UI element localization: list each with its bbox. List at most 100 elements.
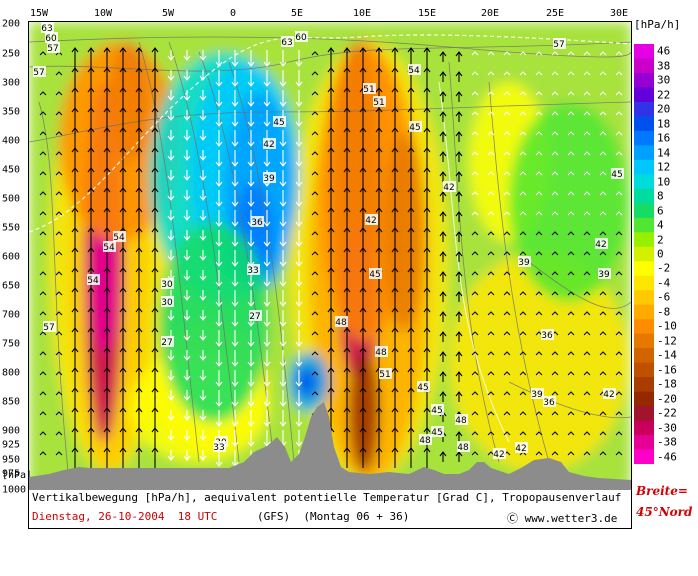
upward-motion-arrow: [407, 367, 415, 388]
weak-motion-marker: [39, 451, 47, 456]
svg-text:45: 45: [273, 118, 284, 128]
downward-motion-arrow: [167, 430, 175, 441]
upward-motion-arrow: [151, 47, 159, 68]
upward-motion-arrow: [407, 307, 415, 328]
weak-motion-marker: [311, 231, 319, 236]
weak-motion-marker: [551, 131, 559, 136]
downward-motion-arrow: [279, 270, 287, 287]
weak-motion-marker: [615, 271, 623, 276]
upward-motion-arrow: [375, 207, 383, 228]
x-tick-label: 15W: [29, 8, 49, 19]
downward-motion-arrow: [295, 70, 303, 87]
colorbar-swatch: [634, 58, 654, 74]
downward-motion-arrow: [231, 90, 239, 107]
upward-motion-arrow: [135, 407, 143, 428]
weak-motion-marker: [599, 131, 607, 136]
upward-motion-arrow: [359, 47, 367, 68]
upward-motion-arrow: [375, 227, 383, 248]
upward-motion-arrow: [439, 131, 447, 142]
contour-label: 30: [161, 278, 174, 290]
upward-motion-arrow: [87, 187, 95, 208]
upward-motion-arrow: [407, 147, 415, 168]
weak-motion-marker: [487, 131, 495, 136]
weak-motion-marker: [535, 111, 543, 116]
upward-motion-arrow: [343, 407, 351, 428]
downward-motion-arrow: [279, 190, 287, 207]
weak-motion-marker: [567, 111, 575, 116]
downward-motion-arrow: [231, 290, 239, 307]
downward-motion-arrow: [295, 370, 303, 387]
downward-motion-arrow: [199, 90, 207, 101]
weak-motion-marker: [519, 111, 527, 116]
upward-motion-arrow: [119, 407, 127, 428]
upward-motion-arrow: [423, 307, 431, 328]
upward-motion-arrow: [391, 327, 399, 348]
weak-motion-marker: [535, 431, 543, 436]
weak-motion-marker: [519, 71, 527, 76]
x-tick-label: 5E: [290, 8, 304, 19]
upward-motion-arrow: [151, 327, 159, 348]
y-tick-label: 450: [2, 164, 21, 176]
upward-motion-arrow: [87, 127, 95, 148]
downward-motion-arrow: [167, 90, 175, 101]
upward-motion-arrow: [375, 287, 383, 308]
downward-motion-arrow: [279, 130, 287, 147]
weak-motion-marker: [583, 91, 591, 96]
colorbar-level-label: 12: [657, 160, 671, 174]
downward-motion-arrow: [279, 310, 287, 327]
downward-motion-arrow: [247, 150, 255, 167]
upward-motion-arrow: [439, 271, 447, 282]
downward-motion-arrow: [215, 390, 223, 407]
upward-motion-arrow: [71, 87, 79, 108]
weak-motion-marker: [615, 451, 623, 456]
upward-motion-arrow: [327, 107, 335, 128]
contour-label: 45: [369, 268, 382, 280]
upward-motion-arrow: [103, 287, 111, 308]
upward-motion-arrow: [439, 71, 447, 82]
weak-motion-marker: [311, 331, 319, 336]
upward-motion-arrow: [87, 347, 95, 368]
weak-motion-marker: [583, 171, 591, 176]
upward-motion-arrow: [391, 427, 399, 448]
contour-label: 36: [251, 216, 264, 228]
upward-motion-arrow: [87, 107, 95, 128]
contour-label: 42: [595, 238, 608, 250]
weak-motion-marker: [615, 211, 623, 216]
upward-motion-arrow: [407, 207, 415, 228]
weak-motion-marker: [567, 211, 575, 216]
weak-motion-marker: [615, 191, 623, 196]
weak-motion-marker: [503, 131, 511, 136]
upward-motion-arrow: [71, 167, 79, 188]
y-tick-label: 750: [2, 338, 21, 350]
weak-motion-marker: [55, 191, 63, 196]
weak-motion-marker: [471, 291, 479, 296]
svg-text:63: 63: [281, 38, 292, 48]
downward-motion-arrow: [279, 330, 287, 347]
upward-motion-arrow: [103, 427, 111, 448]
weak-motion-marker: [615, 91, 623, 96]
upward-motion-arrow: [135, 347, 143, 368]
upward-motion-arrow: [135, 67, 143, 88]
upward-motion-arrow: [455, 211, 463, 222]
svg-text:48: 48: [457, 443, 469, 453]
svg-text:39: 39: [598, 270, 610, 280]
upward-motion-arrow: [71, 207, 79, 228]
downward-motion-arrow: [231, 170, 239, 187]
weak-motion-marker: [39, 151, 47, 156]
upward-motion-arrow: [151, 147, 159, 168]
colorbar: [634, 44, 654, 464]
colorbar-level-label: 30: [657, 73, 671, 87]
weak-motion-marker: [583, 131, 591, 136]
weak-motion-marker: [55, 311, 63, 316]
weak-motion-marker: [535, 171, 543, 176]
weak-motion-marker: [583, 51, 591, 56]
downward-motion-arrow: [215, 70, 223, 87]
contour-label: 33: [213, 441, 226, 453]
upward-motion-arrow: [343, 367, 351, 388]
upward-motion-arrow: [359, 127, 367, 148]
downward-motion-arrow: [279, 170, 287, 187]
downward-motion-arrow: [199, 350, 207, 361]
upward-motion-arrow: [423, 147, 431, 168]
downward-motion-arrow: [215, 130, 223, 147]
colorbar-level-label: -46: [657, 450, 677, 464]
